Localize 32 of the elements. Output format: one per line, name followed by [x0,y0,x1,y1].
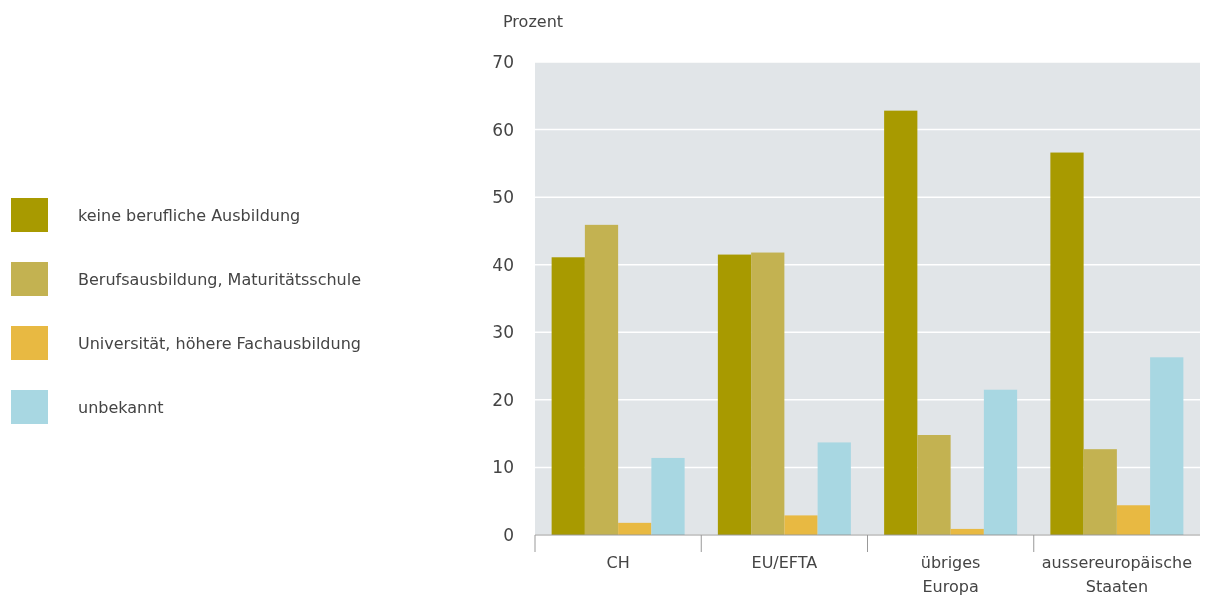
bar [817,442,851,535]
bar [784,515,818,535]
y-tick-label: 30 [492,322,514,343]
bar [717,254,752,535]
bar [1150,357,1184,535]
bar [983,389,1018,535]
x-tick-label: EU/EFTA [751,553,818,572]
y-tick-label: 60 [492,119,514,140]
bar [1116,505,1151,535]
bar [584,224,619,535]
y-tick-label: 40 [492,254,514,275]
y-tick-label: 20 [492,389,514,410]
bar [917,434,951,535]
x-tick-label: aussereuropäische Staaten [1041,553,1192,596]
bar [1083,449,1117,535]
bar [884,110,918,535]
bar [751,252,785,535]
bar [651,457,685,535]
bar [551,257,585,535]
x-tick-label: CH [606,553,630,572]
y-tick-label: 0 [503,524,514,545]
y-tick-label: 50 [492,187,514,208]
legend-label: Universität, höhere Fachausbildung [78,334,361,353]
y-tick-label: 70 [492,51,514,72]
legend-label: Berufsausbildung, Maturitätsschule [78,270,362,289]
legend-label: unbekannt [78,398,164,417]
bar [618,522,652,535]
y-axis-title: Prozent [503,12,564,31]
x-tick-label: übriges Europa [920,553,981,596]
legend-label: keine berufliche Ausbildung [78,206,301,225]
bar [1050,152,1084,535]
y-tick-label: 10 [492,457,514,478]
